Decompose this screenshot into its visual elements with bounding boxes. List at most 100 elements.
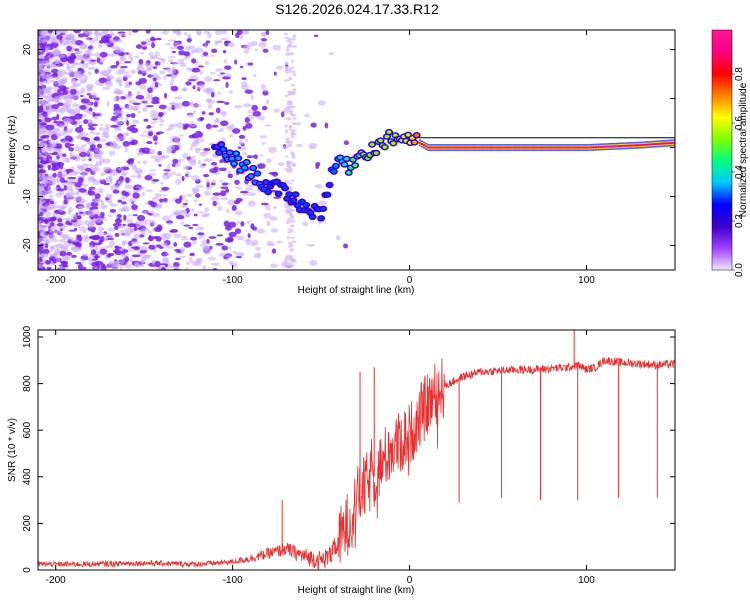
spectrogram-noise-blob bbox=[336, 235, 341, 241]
spectrogram-noise-blob bbox=[38, 222, 41, 226]
spectrogram-noise-blob bbox=[41, 60, 49, 64]
spectrogram-noise-blob bbox=[43, 79, 47, 84]
spectrogram-noise-blob bbox=[202, 244, 211, 251]
spectrogram-noise-blob bbox=[130, 175, 138, 178]
spectrogram-noise-blob bbox=[61, 62, 70, 65]
spectrogram-noise-blob bbox=[315, 161, 321, 167]
spectrogram-noise-blob bbox=[188, 226, 194, 229]
spectrogram-noise-blob bbox=[46, 65, 50, 72]
spectrogram-noise-blob bbox=[130, 56, 134, 60]
spectrogram-noise-blob bbox=[108, 239, 116, 247]
spectrogram-noise-blob bbox=[201, 111, 206, 115]
spectrogram-y-ticks: -20 -10 0 10 20 bbox=[22, 44, 675, 253]
spectrogram-noise-blob bbox=[38, 185, 42, 192]
spectrogram-ridge-core bbox=[390, 141, 396, 146]
spectrogram-noise-blob bbox=[179, 62, 187, 68]
spectrogram-noise-blob bbox=[68, 229, 77, 232]
spectrogram-noise-blob bbox=[87, 140, 96, 145]
spectrogram-noise-blob bbox=[38, 121, 44, 124]
spectrogram-noise-blob bbox=[78, 200, 85, 205]
spectrogram-noise-blob bbox=[131, 30, 139, 33]
spectrogram-noise-blob bbox=[234, 210, 243, 216]
spectrogram-noise-blob bbox=[216, 100, 225, 104]
spectrogram-noise-blob bbox=[148, 234, 152, 241]
spectrogram-streak-blob bbox=[284, 208, 290, 212]
spectrogram-noise-blob bbox=[229, 123, 235, 130]
spectrogram-ridge-core bbox=[476, 146, 479, 149]
spectrogram-ridge-core bbox=[541, 146, 545, 149]
spectrogram-noise-blob bbox=[49, 229, 57, 232]
spectrogram-noise-blob bbox=[113, 95, 120, 102]
spectrogram-noise-blob bbox=[277, 162, 285, 167]
spectrogram-noise-blob bbox=[58, 87, 66, 91]
colorbar-label: Normalized spectral amplitude bbox=[738, 82, 749, 217]
spectrogram-ridge-core bbox=[622, 144, 625, 147]
spectrogram-streak-blob bbox=[290, 214, 294, 218]
spectrogram-ridge-core bbox=[643, 143, 647, 146]
spectrogram-noise-blob bbox=[213, 119, 220, 124]
spectrogram-noise-blob bbox=[246, 155, 254, 159]
spectrogram-noise-blob bbox=[53, 81, 60, 85]
spectrogram-noise-blob bbox=[191, 132, 201, 139]
spectrogram-noise-blob bbox=[170, 229, 179, 233]
spectrogram-ridge-core bbox=[218, 142, 224, 147]
spectrogram-streak-blob bbox=[285, 256, 292, 260]
spectrogram-noise-blob bbox=[77, 215, 82, 219]
spectrogram-noise-blob bbox=[38, 148, 41, 155]
spectrogram-noise-blob bbox=[245, 238, 252, 246]
spectrogram-noise-blob bbox=[223, 58, 228, 64]
spectrogram-noise-blob bbox=[141, 147, 151, 153]
spectrogram-ridge-core bbox=[586, 146, 589, 149]
spectrogram-noise-blob bbox=[74, 74, 82, 79]
spectrogram-noise-blob bbox=[108, 252, 115, 257]
spectrogram-noise-blob bbox=[58, 207, 64, 213]
spectrogram-streak-blob bbox=[290, 135, 295, 139]
spectrogram-noise-blob bbox=[134, 262, 140, 268]
spectrogram-noise-blob bbox=[142, 242, 150, 245]
spectrogram-ridge-core bbox=[255, 171, 260, 176]
spectrogram-noise-blob bbox=[53, 76, 62, 80]
spectrogram-noise-blob bbox=[170, 265, 180, 269]
spectrogram-noise-blob bbox=[151, 196, 160, 202]
spectrogram-noise-blob bbox=[161, 186, 170, 191]
spectrogram-noise-blob bbox=[56, 172, 64, 177]
spectrogram-noise-blob bbox=[128, 30, 132, 36]
spectrogram-ridge-core bbox=[478, 146, 481, 149]
spectrogram-noise-blob bbox=[147, 230, 153, 234]
spectrogram-noise-blob bbox=[39, 48, 44, 52]
spectrogram-noise-blob bbox=[171, 50, 176, 54]
spectrogram-noise-blob bbox=[59, 165, 64, 170]
spectrogram-noise-blob bbox=[128, 197, 137, 204]
spectrogram-noise-blob bbox=[53, 120, 58, 124]
spectrogram-noise-blob bbox=[181, 100, 191, 107]
spectrogram-noise-blob bbox=[75, 113, 83, 116]
spectrogram-noise-blob bbox=[207, 99, 216, 104]
spectrogram-noise-blob bbox=[109, 30, 114, 37]
spectrogram-noise-blob bbox=[123, 60, 132, 64]
spectrogram-noise-blob bbox=[70, 88, 77, 95]
spectrogram-ridge-core bbox=[595, 146, 598, 149]
spectrogram-noise-blob bbox=[185, 261, 190, 265]
spectrogram-noise-blob bbox=[57, 102, 64, 106]
spectrogram-ridge-core bbox=[427, 146, 430, 149]
spectrogram-noise-blob bbox=[52, 187, 59, 190]
spectrogram-ridge-core bbox=[263, 180, 269, 185]
spectrogram-noise-blob bbox=[52, 216, 56, 222]
spectrogram-streak-blob bbox=[288, 76, 293, 81]
spectrogram-noise-blob bbox=[150, 54, 158, 59]
spectrogram-noise-blob bbox=[114, 232, 120, 237]
spectrogram-ridge-core bbox=[501, 146, 504, 149]
spectrogram-noise-blob bbox=[76, 195, 82, 202]
spectrogram-noise-blob bbox=[38, 127, 42, 131]
spectrogram-noise-blob bbox=[64, 95, 71, 100]
spectrogram-ridge-core bbox=[575, 146, 579, 149]
spectrogram-noise-blob bbox=[324, 122, 329, 129]
spectrogram-noise-blob bbox=[202, 265, 207, 270]
spectrogram-noise-blob bbox=[158, 155, 166, 160]
spectrogram-noise-blob bbox=[142, 106, 148, 113]
spectrogram-noise-blob bbox=[146, 124, 152, 129]
colorbar-tick-label: 0.6 bbox=[734, 116, 745, 130]
spectrogram-noise-blob bbox=[254, 48, 258, 52]
spectrogram-noise-blob bbox=[212, 79, 221, 82]
spectrogram-ridge-core bbox=[537, 146, 540, 149]
